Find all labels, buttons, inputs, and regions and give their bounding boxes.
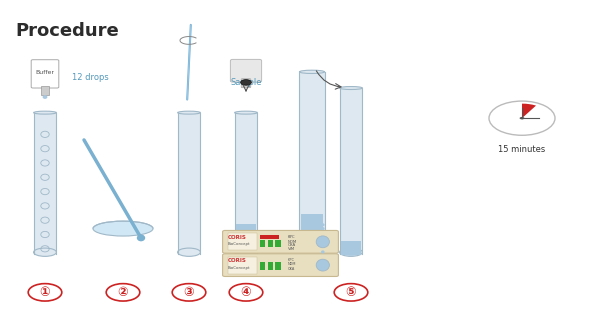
FancyBboxPatch shape — [223, 254, 338, 276]
Ellipse shape — [43, 95, 47, 99]
Text: Buffer: Buffer — [35, 70, 55, 75]
Ellipse shape — [178, 248, 200, 256]
Bar — [260, 240, 265, 247]
Bar — [268, 262, 273, 270]
FancyBboxPatch shape — [31, 60, 59, 88]
Text: ③: ③ — [184, 286, 194, 299]
Bar — [236, 224, 256, 255]
Ellipse shape — [321, 227, 325, 230]
Text: KPC
NDM: KPC NDM — [288, 235, 297, 244]
Circle shape — [229, 284, 263, 301]
Ellipse shape — [301, 232, 323, 240]
Ellipse shape — [34, 111, 56, 114]
Bar — [260, 235, 279, 239]
Text: ①: ① — [40, 286, 50, 299]
Bar — [299, 72, 325, 236]
Ellipse shape — [340, 86, 362, 90]
Bar — [228, 257, 257, 274]
Text: ②: ② — [118, 286, 128, 299]
Text: BioConcept: BioConcept — [228, 242, 251, 246]
Bar — [341, 241, 361, 255]
Circle shape — [520, 117, 524, 119]
Bar — [235, 113, 257, 252]
Ellipse shape — [321, 250, 325, 253]
Text: CORIS: CORIS — [228, 258, 247, 263]
FancyBboxPatch shape — [230, 59, 262, 82]
Ellipse shape — [178, 111, 200, 114]
Bar — [268, 240, 273, 247]
Ellipse shape — [236, 249, 256, 256]
Wedge shape — [522, 104, 536, 118]
Ellipse shape — [137, 234, 145, 241]
Ellipse shape — [241, 80, 251, 85]
Bar — [260, 262, 265, 270]
Circle shape — [106, 284, 140, 301]
Text: BioConcept: BioConcept — [228, 266, 251, 270]
Text: ⑤: ⑤ — [346, 286, 356, 299]
Ellipse shape — [235, 111, 257, 114]
Bar — [228, 233, 257, 250]
Text: OXA
VIM: OXA VIM — [288, 243, 296, 251]
Bar — [301, 214, 323, 239]
Ellipse shape — [235, 248, 257, 256]
Ellipse shape — [34, 248, 56, 256]
Bar — [340, 88, 362, 252]
Ellipse shape — [341, 249, 361, 256]
Circle shape — [334, 284, 368, 301]
Ellipse shape — [316, 259, 329, 271]
Text: 12 drops: 12 drops — [72, 73, 109, 82]
Ellipse shape — [93, 221, 153, 236]
Circle shape — [28, 284, 62, 301]
Ellipse shape — [309, 246, 315, 251]
Ellipse shape — [316, 236, 329, 248]
Bar — [275, 240, 281, 247]
Text: Sample: Sample — [230, 78, 262, 87]
Ellipse shape — [340, 248, 362, 256]
Ellipse shape — [299, 231, 325, 241]
Bar — [178, 113, 200, 252]
Ellipse shape — [299, 70, 325, 73]
Text: Procedure: Procedure — [15, 22, 119, 40]
FancyBboxPatch shape — [223, 230, 338, 253]
Bar — [275, 262, 281, 270]
FancyBboxPatch shape — [241, 79, 251, 88]
Circle shape — [172, 284, 206, 301]
Text: CORIS: CORIS — [228, 235, 247, 240]
Circle shape — [489, 101, 555, 135]
Text: 15 minutes: 15 minutes — [499, 145, 545, 154]
Bar — [34, 113, 56, 252]
Text: KPC
NDM
OXA: KPC NDM OXA — [288, 258, 296, 271]
Ellipse shape — [321, 223, 325, 226]
Text: ④: ④ — [241, 286, 251, 299]
Bar — [41, 86, 49, 95]
